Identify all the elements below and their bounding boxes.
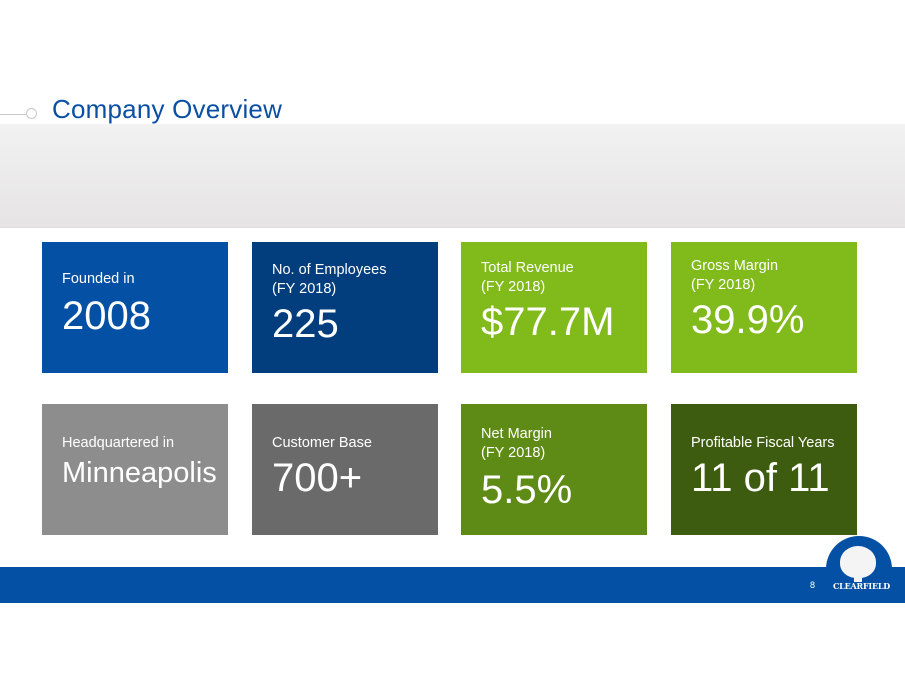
page-number: 8 — [810, 580, 816, 590]
tile-sublabel: (FY 2018) — [272, 281, 337, 297]
tile-value: 5.5% — [481, 468, 573, 512]
tile-customer-base: Customer Base 700+ — [252, 404, 438, 535]
tile-founded: Founded in 2008 — [42, 242, 228, 373]
tile-label: Total Revenue — [481, 260, 574, 276]
tile-sublabel: (FY 2018) — [481, 279, 546, 295]
tile-value: 39.9% — [691, 298, 805, 342]
tree-logo-icon — [840, 546, 876, 578]
tile-label: Headquartered in — [62, 435, 175, 451]
tree-trunk-icon — [854, 574, 862, 582]
tile-value: 225 — [272, 302, 339, 346]
tile-net-margin: Net Margin (FY 2018) 5.5% — [461, 404, 647, 535]
tile-label: Gross Margin — [691, 258, 779, 274]
page-title: Company Overview — [52, 94, 283, 124]
tile-headquarters: Headquartered in Minneapolis — [42, 404, 228, 535]
tile-gross-margin: Gross Margin (FY 2018) 39.9% — [671, 242, 857, 373]
title-bullet-icon — [26, 108, 37, 119]
header-band — [0, 124, 905, 228]
tile-value: 2008 — [62, 294, 151, 338]
tile-value: Minneapolis — [62, 457, 217, 489]
tile-revenue: Total Revenue (FY 2018) $77.7M — [461, 242, 647, 373]
tile-profitable-years: Profitable Fiscal Years 11 of 11 — [671, 404, 857, 535]
tile-label: Customer Base — [272, 435, 372, 451]
footer-bar — [0, 567, 905, 603]
tile-sublabel: (FY 2018) — [691, 277, 756, 293]
tile-label: Founded in — [62, 271, 135, 287]
tile-value: 700+ — [272, 456, 363, 500]
tile-label: Net Margin — [481, 426, 552, 442]
tile-value: $77.7M — [481, 300, 615, 344]
tile-label: No. of Employees — [272, 262, 387, 278]
tile-value: 11 of 11 — [691, 456, 830, 500]
tile-sublabel: (FY 2018) — [481, 445, 546, 461]
tile-employees: No. of Employees (FY 2018) 225 — [252, 242, 438, 373]
tile-label: Profitable Fiscal Years — [691, 435, 835, 451]
title-connector-line — [0, 114, 27, 115]
company-logo-text: CLEARFIELD — [833, 581, 891, 591]
